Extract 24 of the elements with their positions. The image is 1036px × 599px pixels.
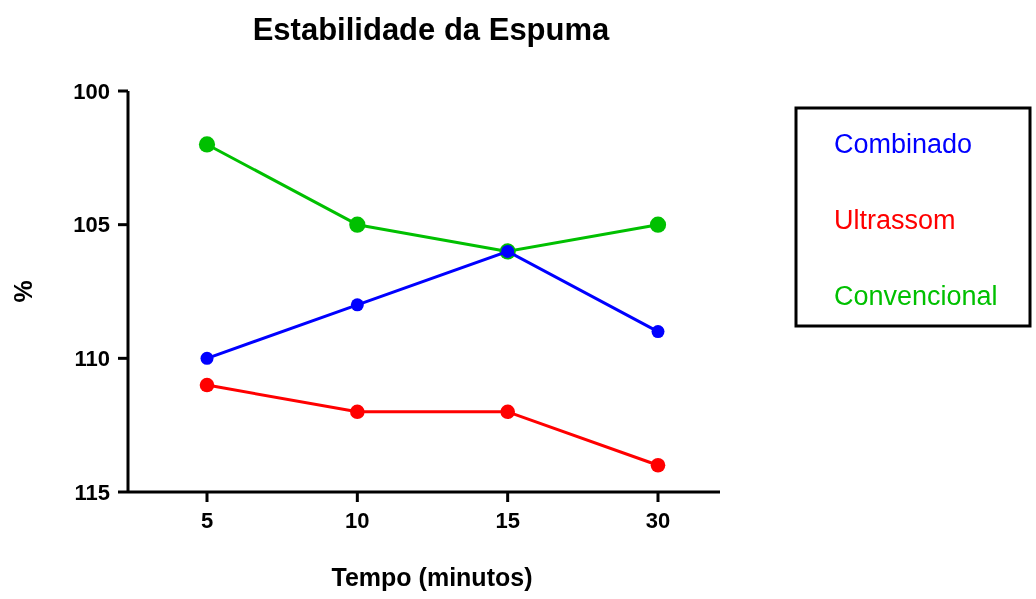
text: Ultrassom	[834, 205, 956, 236]
point	[349, 216, 366, 233]
x-tick-label: 15	[495, 508, 520, 533]
x-axis-title: Tempo (minutos)	[331, 563, 533, 591]
point	[651, 325, 665, 339]
y-tick-label: 105	[73, 212, 110, 238]
y-tick-label: 100	[73, 78, 110, 104]
x-tick-label: 30	[645, 508, 671, 533]
y-axis-title: %	[9, 280, 37, 303]
point	[350, 298, 364, 312]
point	[198, 136, 216, 153]
text: Convencional	[834, 281, 998, 312]
point	[200, 351, 214, 365]
x-tick-label: 5	[200, 508, 214, 533]
x-tick-label: 10	[345, 508, 370, 533]
y-tick-label: 115	[74, 479, 110, 505]
point	[650, 457, 666, 473]
text: Combinado	[834, 129, 973, 160]
point	[199, 377, 215, 393]
point	[350, 404, 365, 420]
y-tick-label: 110	[74, 346, 110, 372]
chart-title: Estabilidade da Espuma	[252, 12, 611, 47]
point	[649, 216, 667, 233]
point	[500, 404, 515, 420]
